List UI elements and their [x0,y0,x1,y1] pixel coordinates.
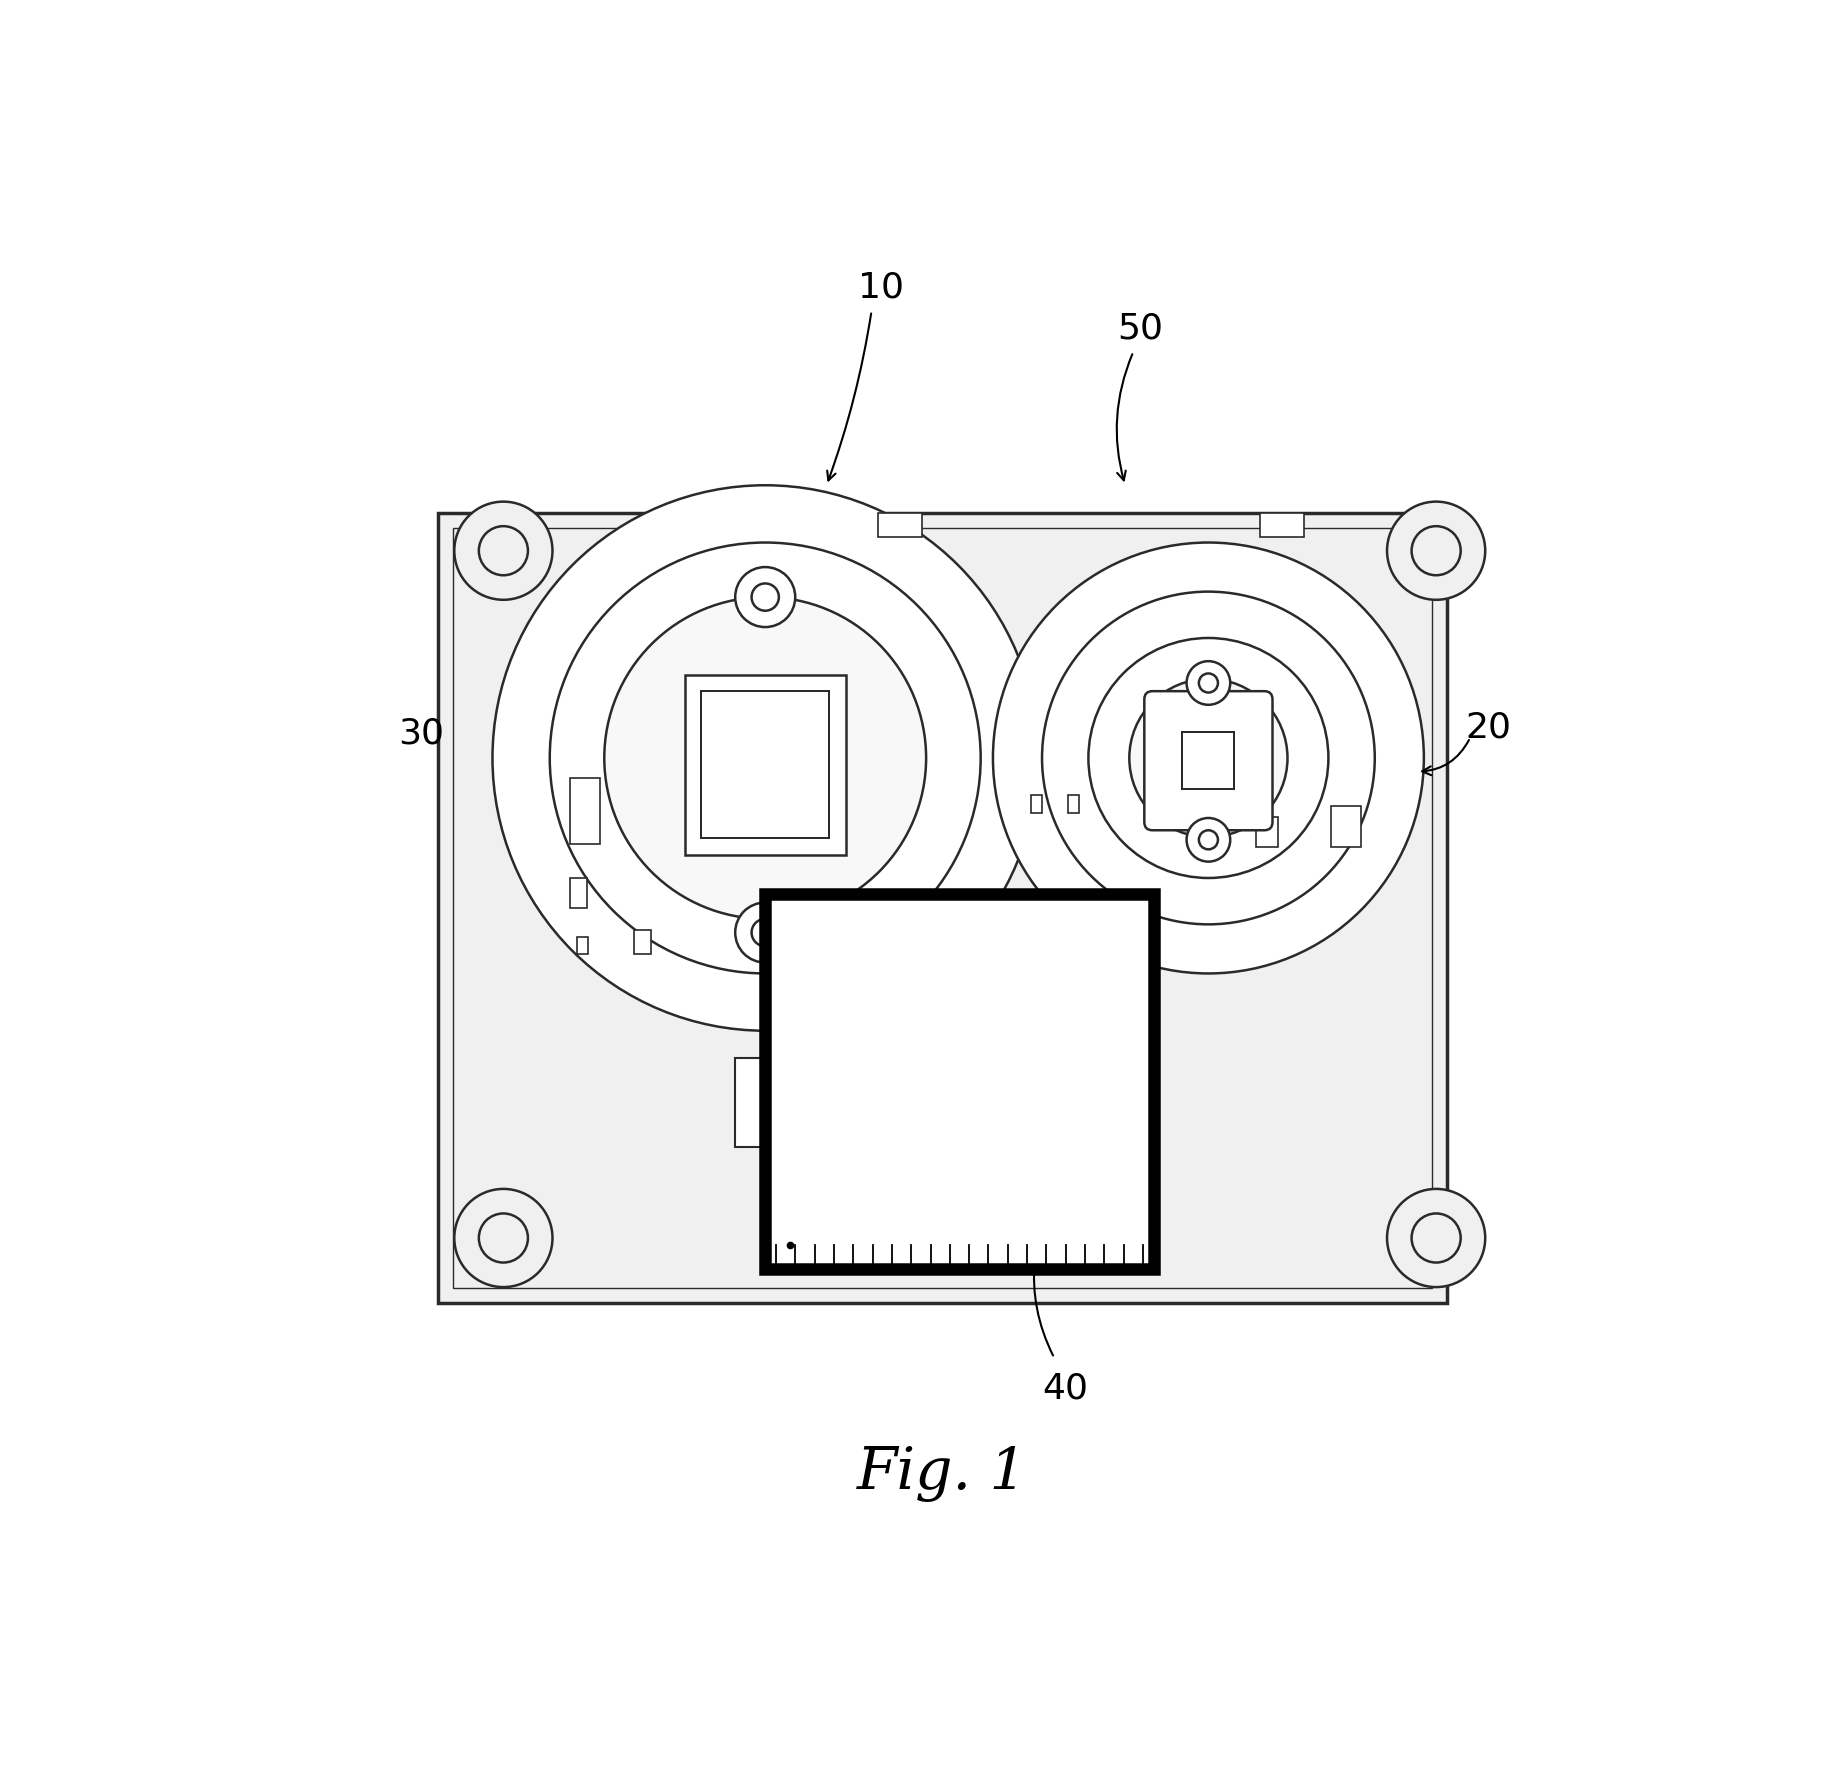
FancyBboxPatch shape [1256,816,1278,847]
FancyBboxPatch shape [577,937,588,955]
FancyBboxPatch shape [634,930,651,955]
Circle shape [478,1213,528,1263]
FancyBboxPatch shape [684,675,846,855]
Circle shape [752,583,780,611]
Text: 30: 30 [399,717,445,751]
Circle shape [550,542,980,974]
Text: 20: 20 [1466,710,1512,746]
FancyBboxPatch shape [570,878,587,909]
FancyBboxPatch shape [570,779,600,845]
Circle shape [736,567,794,627]
FancyBboxPatch shape [1260,512,1304,537]
Text: 50: 50 [1118,312,1164,345]
Circle shape [1186,661,1230,705]
Circle shape [1186,818,1230,862]
Circle shape [993,542,1423,974]
Circle shape [1199,673,1217,692]
FancyBboxPatch shape [1068,795,1079,813]
Circle shape [1199,831,1217,850]
Circle shape [605,597,927,919]
Circle shape [1412,1213,1460,1263]
FancyBboxPatch shape [1331,806,1361,847]
Circle shape [1043,592,1376,924]
FancyBboxPatch shape [438,512,1447,1303]
Circle shape [493,485,1037,1031]
Circle shape [454,501,552,600]
Text: 40: 40 [1043,1371,1089,1404]
FancyBboxPatch shape [1144,691,1273,831]
Circle shape [1089,638,1328,878]
Circle shape [736,903,794,963]
Text: Fig. 1: Fig. 1 [857,1445,1028,1502]
Circle shape [1387,1188,1486,1288]
Text: 10: 10 [859,271,905,305]
Circle shape [478,526,528,576]
Bar [765,894,1153,1270]
FancyBboxPatch shape [736,1057,763,1146]
FancyBboxPatch shape [1182,731,1234,790]
FancyBboxPatch shape [1032,795,1043,813]
Circle shape [1129,678,1287,838]
Circle shape [752,919,780,946]
Circle shape [1412,526,1460,576]
Circle shape [454,1188,552,1288]
FancyBboxPatch shape [879,512,921,537]
Circle shape [1387,501,1486,600]
